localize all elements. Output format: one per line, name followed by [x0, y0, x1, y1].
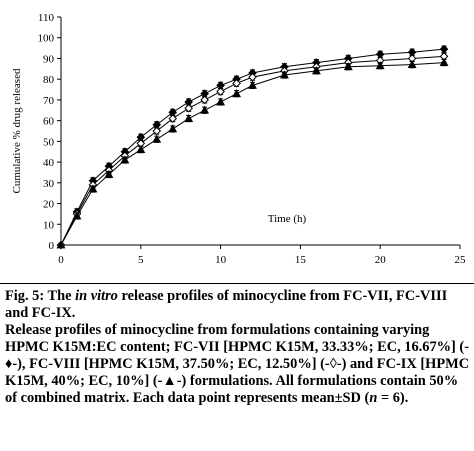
data-point-triangle	[248, 80, 257, 89]
data-point-triangle	[439, 57, 449, 66]
caption-title-italic: in vitro	[75, 288, 118, 304]
data-point-triangle	[184, 113, 194, 122]
data-point-triangle	[72, 211, 82, 220]
y-tick-label: 100	[38, 33, 55, 45]
data-point-triangle	[279, 70, 289, 79]
y-tick-label: 0	[49, 240, 55, 252]
data-point-filled-diamond	[439, 44, 449, 54]
data-point-triangle	[232, 89, 242, 98]
series-filled-triangle	[56, 57, 449, 249]
data-point-triangle	[375, 61, 385, 70]
caption-title-rest: release profiles of minocycline from FC-…	[5, 288, 448, 321]
data-point-triangle	[216, 97, 226, 106]
caption-body-italic: n	[369, 390, 378, 406]
x-tick-label: 0	[58, 254, 64, 266]
caption-body: Release profiles of minocycline from for…	[5, 322, 471, 407]
x-tick-label: 5	[138, 254, 144, 266]
figure-caption: Fig. 5: The in vitro release profiles of…	[5, 288, 471, 407]
data-point-triangle	[168, 124, 178, 133]
y-tick-label: 110	[38, 12, 55, 24]
caption-body-end: = 6).	[377, 390, 409, 406]
y-tick-label: 90	[43, 53, 55, 65]
chart-labels: 0 10 20 30 40 50 60 70 80 90 100 110 0 5 10 15 20 25 Time …	[11, 12, 466, 266]
release-profile-chart: 0 10 20 30 40 50 60 70 80 90 100 110 0 5 10 15 20 25 Time …	[11, 12, 466, 266]
chart-panel: 0 10 20 30 40 50 60 70 80 90 100 110 0 5 10 15 20 25 Time …	[11, 12, 466, 266]
data-point-triangle	[200, 105, 210, 114]
y-tick-label: 10	[43, 219, 55, 231]
x-tick-label: 15	[295, 254, 307, 266]
data-point-open-diamond	[248, 72, 257, 82]
y-tick-label: 80	[43, 74, 55, 86]
data-point-triangle	[343, 62, 353, 71]
data-point-triangle	[56, 240, 66, 249]
y-tick-label: 30	[43, 178, 55, 190]
data-point-open-diamond	[200, 95, 209, 105]
data-point-triangle	[136, 145, 146, 154]
y-tick-label: 40	[43, 157, 55, 169]
y-tick-label: 60	[43, 116, 55, 128]
x-tick-label: 25	[455, 254, 467, 266]
data-point-triangle	[152, 134, 162, 143]
data-point-triangle	[88, 184, 98, 193]
data-point-triangle	[311, 66, 321, 75]
caption-title: Fig. 5: The in vitro release profiles of…	[5, 288, 471, 322]
data-point-open-diamond	[216, 87, 225, 96]
data-point-triangle	[407, 60, 417, 69]
chart-axes	[57, 16, 461, 249]
chart-series-layer	[56, 44, 449, 250]
caption-body-text: Release profiles of minocycline from for…	[5, 322, 470, 406]
caption-title-lead: Fig. 5: The	[5, 288, 76, 304]
y-tick-label: 50	[43, 136, 55, 148]
caption-divider	[0, 283, 474, 284]
data-point-open-diamond	[184, 103, 193, 113]
data-point-triangle	[120, 155, 130, 164]
y-axis-title: Cumulative % drug released	[11, 68, 23, 193]
x-tick-label: 20	[375, 254, 387, 266]
data-point-open-diamond	[232, 79, 241, 88]
x-tick-label: 10	[215, 254, 227, 266]
series-line-filled-triangle	[60, 62, 445, 246]
x-axis-title: Time (h)	[268, 213, 307, 225]
y-tick-label: 20	[43, 199, 55, 211]
y-tick-label: 70	[43, 95, 55, 107]
data-point-open-diamond	[168, 114, 178, 123]
data-point-triangle	[104, 169, 114, 178]
data-point-open-diamond	[152, 126, 162, 136]
